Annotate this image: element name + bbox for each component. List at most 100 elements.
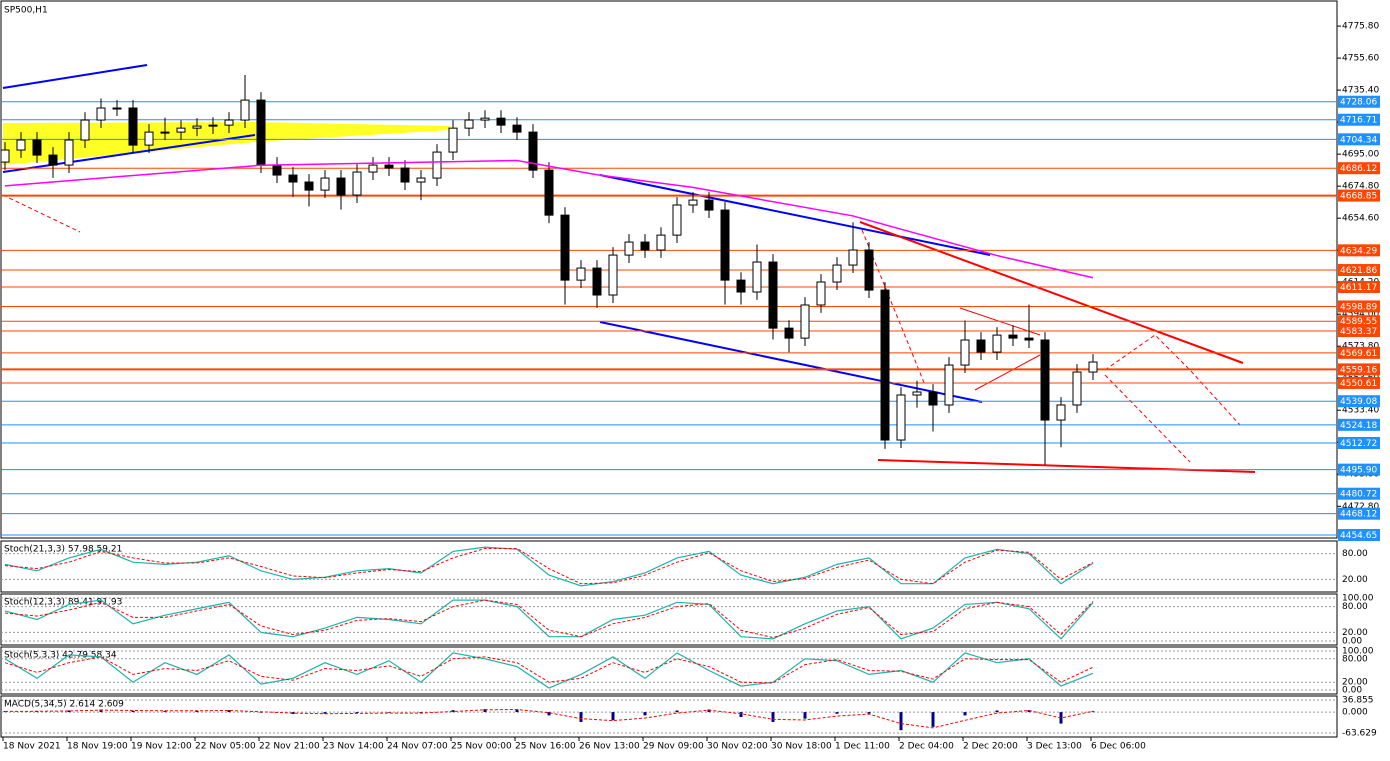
level-box (1338, 264, 1380, 277)
candle-body (704, 199, 714, 211)
level-box (1338, 315, 1380, 328)
indicator-panel (0, 540, 1338, 593)
level-label: 4583.37 (1340, 327, 1377, 337)
level-box (1338, 418, 1380, 431)
indicator-tick-label: -63.629 (1342, 729, 1377, 739)
candle-body (768, 261, 778, 329)
candle-body (64, 139, 74, 166)
indicator-tick-label: 0.00 (1342, 637, 1362, 647)
x-tick-label: 6 Dec 06:00 (1091, 742, 1146, 752)
candle-body (688, 199, 698, 206)
candle-body (128, 107, 138, 146)
x-tick-label: 18 Nov 19:00 (67, 742, 128, 752)
level-label: 4589.55 (1340, 317, 1377, 327)
level-label: 4495.90 (1340, 466, 1377, 476)
candle-body (448, 127, 458, 153)
level-box (1338, 280, 1380, 293)
indicator-title: Stoch(21,3,3) 57.98 59.21 (4, 545, 122, 555)
indicator-tick-label: 0.000 (1342, 708, 1368, 718)
candle-body (976, 339, 986, 353)
resistance-line (859, 221, 1244, 364)
candle-body (464, 119, 474, 129)
indicator-title: Stoch(5,3,3) 42.79 58.34 (4, 651, 117, 661)
candle-body (352, 171, 362, 196)
y-tick-label: 4775.80 (1342, 22, 1379, 32)
x-tick-label: 18 Nov 2021 (3, 742, 61, 752)
channel-line (599, 174, 991, 256)
indicator-signal (4, 708, 1094, 729)
x-tick-label: 30 Nov 18:00 (771, 742, 832, 752)
level-box (1338, 346, 1380, 359)
support-line (877, 459, 1256, 473)
y-tick-label: 4594.00 (1342, 310, 1379, 320)
indicator-tick-label: 100.00 (1342, 647, 1374, 657)
level-label: 4480.72 (1340, 490, 1377, 500)
level-label: 4598.89 (1340, 302, 1377, 312)
candle-body (832, 264, 842, 283)
x-tick-label: 1 Dec 11:00 (835, 742, 890, 752)
x-tick-label: 22 Nov 21:00 (259, 742, 320, 752)
channel-line (599, 321, 983, 403)
candle-body (192, 125, 202, 129)
indicator-main (4, 652, 1094, 689)
candle-body (0, 149, 10, 163)
level-label: 4621.86 (1340, 266, 1377, 276)
indicator-tick-label: 36.855 (1342, 696, 1374, 706)
trend-line (2, 64, 148, 89)
candle-body (896, 394, 906, 441)
level-box (1338, 463, 1380, 476)
level-label: 4512.72 (1340, 439, 1377, 449)
projection-arrow (2, 194, 81, 233)
candle-body (304, 181, 314, 191)
x-tick-label: 2 Dec 04:00 (899, 742, 954, 752)
level-box (1338, 244, 1380, 257)
level-box (1338, 395, 1380, 408)
level-label: 4686.12 (1340, 164, 1377, 174)
candle-body (96, 107, 106, 121)
indicator-signal (4, 599, 1094, 639)
candle-body (16, 139, 26, 151)
candle-body (224, 119, 234, 126)
x-tick-label: 22 Nov 05:00 (195, 742, 256, 752)
indicator-main (4, 546, 1094, 587)
candle-body (736, 279, 746, 293)
level-box (1338, 300, 1380, 313)
candle-body (800, 304, 810, 339)
main-panel (0, 0, 1338, 539)
x-tick-label: 23 Nov 14:00 (323, 742, 384, 752)
candle-body (560, 214, 570, 281)
candle-body (368, 164, 378, 173)
x-tick-label: 3 Dec 13:00 (1027, 742, 1082, 752)
candle-body (784, 327, 794, 339)
level-label: 4539.08 (1340, 397, 1377, 407)
level-box (1338, 162, 1380, 175)
wedge-zone (3, 122, 450, 165)
level-label: 4559.16 (1340, 365, 1377, 375)
candle-body (624, 241, 634, 256)
y-tick-label: 4695.00 (1342, 150, 1379, 160)
candle-body (400, 167, 410, 183)
level-label: 4728.06 (1340, 98, 1377, 108)
candle-body (752, 261, 762, 293)
candle-body (336, 177, 346, 196)
indicator-tick-label: 0.00 (1342, 686, 1362, 696)
candle-body (880, 289, 890, 441)
x-tick-label: 29 Nov 09:00 (643, 742, 704, 752)
trend-line (2, 134, 256, 173)
x-tick-label: 24 Nov 07:00 (387, 742, 448, 752)
candle-body (640, 241, 650, 251)
indicator-tick-label: 20.00 (1342, 678, 1368, 688)
candle-body (944, 364, 954, 406)
candle-body (1008, 334, 1018, 339)
y-tick-label: 4472.80 (1342, 502, 1379, 512)
candle-body (160, 131, 170, 134)
candle-body (80, 119, 90, 141)
candle-body (992, 334, 1002, 353)
indicator-signal (4, 656, 1094, 684)
level-label: 4550.61 (1340, 379, 1377, 389)
level-box (1338, 529, 1380, 542)
candle-body (960, 339, 970, 366)
candle-body (176, 127, 186, 133)
level-box (1338, 363, 1380, 376)
